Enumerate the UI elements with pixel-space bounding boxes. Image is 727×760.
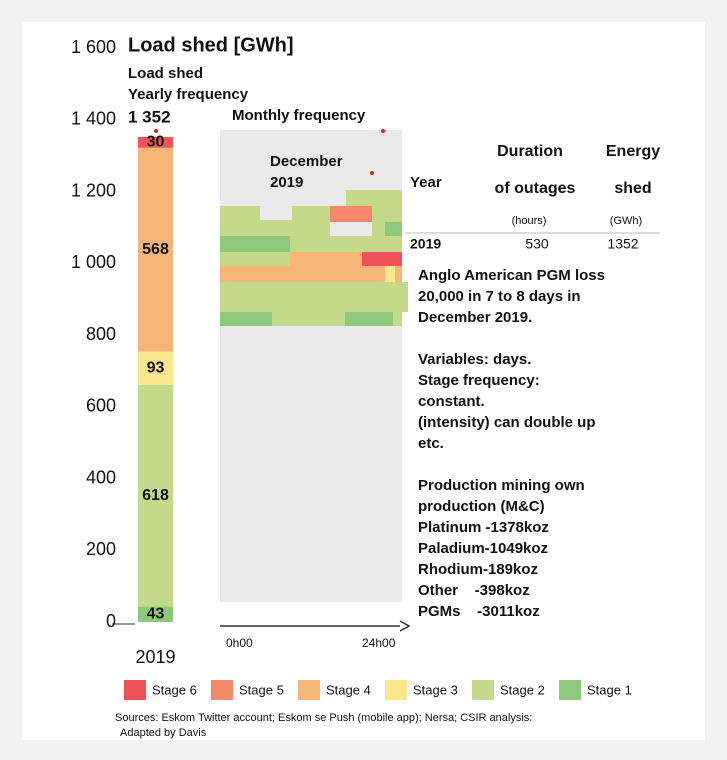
note: etc. <box>418 435 444 452</box>
time-label: 0h00 <box>226 636 253 650</box>
note: Anglo American PGM loss <box>418 267 605 284</box>
note: Platinum -1378koz <box>418 519 549 536</box>
table-unit: (GWh) <box>610 215 642 227</box>
legend-label: Stage 3 <box>413 682 458 697</box>
legend-label: Stage 1 <box>587 682 632 697</box>
y-tick-label: 1 600 <box>71 37 116 57</box>
bar-segment <box>138 351 173 385</box>
note: Variables: days. <box>418 351 531 368</box>
chart-title: Load shed [GWh] <box>128 34 294 56</box>
x-tick-label: 2019 <box>135 647 175 667</box>
note: constant. <box>418 393 485 410</box>
note: Other -398koz <box>418 582 530 599</box>
bar-segment <box>138 136 173 148</box>
subtitle: Yearly frequency <box>128 86 249 103</box>
table-cell: 1352 <box>607 236 638 252</box>
total-label: 1 352 <box>128 107 171 126</box>
bar-segment <box>138 384 173 607</box>
table-header: of outages <box>495 180 576 197</box>
bar-segment <box>138 147 173 352</box>
y-tick-label: 200 <box>86 539 116 559</box>
y-tick-label: 1 000 <box>71 252 116 272</box>
bar-segment <box>138 606 173 622</box>
data-label: 93 <box>147 359 165 376</box>
table-cell: 2019 <box>410 236 441 252</box>
y-tick-label: 600 <box>86 396 116 416</box>
subtitle: Load shed <box>128 65 203 82</box>
note: (intensity) can double up <box>418 414 596 431</box>
note: December 2019. <box>418 309 532 326</box>
legend-swatch <box>298 680 320 700</box>
legend-label: Stage 4 <box>326 682 371 697</box>
data-label: 568 <box>142 241 169 258</box>
table-header: Year <box>410 174 442 191</box>
time-label: 24h00 <box>362 636 396 650</box>
legend-swatch <box>124 680 146 700</box>
table-cell: 530 <box>525 236 549 252</box>
annotation: December <box>270 153 343 170</box>
legend-label: Stage 5 <box>239 682 284 697</box>
table-unit: (hours) <box>512 215 547 227</box>
note: Production mining own <box>418 477 585 494</box>
note: Rhodium-189koz <box>418 561 538 578</box>
legend-swatch <box>472 680 494 700</box>
data-label: 43 <box>147 606 165 623</box>
legend-swatch <box>559 680 581 700</box>
source: Adapted by Davis <box>120 727 207 739</box>
y-tick-label: 1 200 <box>71 180 116 200</box>
note: Paladium-1049koz <box>418 540 548 557</box>
y-tick-label: 1 400 <box>71 109 116 129</box>
data-label: 30 <box>147 134 165 151</box>
y-tick-label: 800 <box>86 324 116 344</box>
legend-swatch <box>211 680 233 700</box>
monthly-heatmap <box>154 129 408 602</box>
monthly-label: Monthly frequency <box>232 107 366 124</box>
legend-swatch <box>385 680 407 700</box>
time-arrow <box>399 620 411 632</box>
legend-label: Stage 6 <box>152 682 197 697</box>
annotation: 2019 <box>270 174 303 191</box>
legend-label: Stage 2 <box>500 682 545 697</box>
y-tick-label: 0 <box>106 611 116 631</box>
y-tick-label: 400 <box>86 467 116 487</box>
table-header: Duration <box>497 143 563 160</box>
note: production (M&C) <box>418 498 545 515</box>
source: Sources: Eskom Twitter account; Eskom se… <box>115 712 532 724</box>
table-header: shed <box>614 180 651 197</box>
note: 20,000 in 7 to 8 days in <box>418 288 581 305</box>
data-label: 618 <box>142 487 169 504</box>
note: PGMs -3011koz <box>418 603 540 620</box>
table-header: Energy <box>606 143 660 160</box>
note: Stage frequency: <box>418 372 540 389</box>
